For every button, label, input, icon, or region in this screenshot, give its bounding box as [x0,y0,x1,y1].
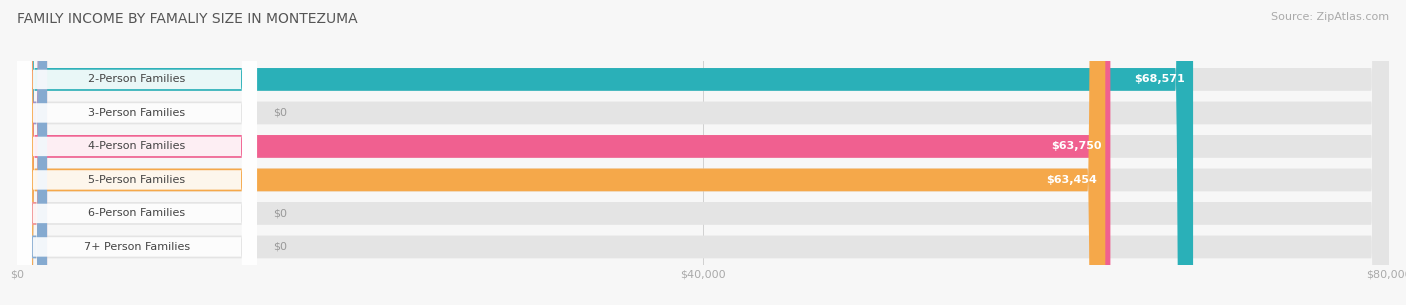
FancyBboxPatch shape [17,0,257,305]
FancyBboxPatch shape [17,0,257,305]
FancyBboxPatch shape [17,0,257,305]
Text: 7+ Person Families: 7+ Person Families [84,242,190,252]
FancyBboxPatch shape [17,0,1194,305]
Text: 5-Person Families: 5-Person Families [89,175,186,185]
FancyBboxPatch shape [17,0,1389,305]
FancyBboxPatch shape [17,0,1389,305]
Text: $68,571: $68,571 [1135,74,1185,84]
Text: $0: $0 [274,208,287,218]
Text: FAMILY INCOME BY FAMALIY SIZE IN MONTEZUMA: FAMILY INCOME BY FAMALIY SIZE IN MONTEZU… [17,12,357,26]
Text: $0: $0 [274,108,287,118]
FancyBboxPatch shape [17,0,1389,305]
FancyBboxPatch shape [17,0,1389,305]
Text: 2-Person Families: 2-Person Families [89,74,186,84]
Text: $63,750: $63,750 [1052,142,1102,151]
FancyBboxPatch shape [17,0,1111,305]
Text: 6-Person Families: 6-Person Families [89,208,186,218]
FancyBboxPatch shape [17,0,1105,305]
Text: 4-Person Families: 4-Person Families [89,142,186,151]
FancyBboxPatch shape [17,0,1389,305]
Text: Source: ZipAtlas.com: Source: ZipAtlas.com [1271,12,1389,22]
FancyBboxPatch shape [17,0,46,305]
FancyBboxPatch shape [17,0,1389,305]
Text: $0: $0 [274,242,287,252]
FancyBboxPatch shape [17,0,257,305]
FancyBboxPatch shape [17,0,257,305]
FancyBboxPatch shape [17,0,46,305]
FancyBboxPatch shape [17,0,257,305]
Text: 3-Person Families: 3-Person Families [89,108,186,118]
Text: $63,454: $63,454 [1046,175,1097,185]
FancyBboxPatch shape [17,0,46,305]
